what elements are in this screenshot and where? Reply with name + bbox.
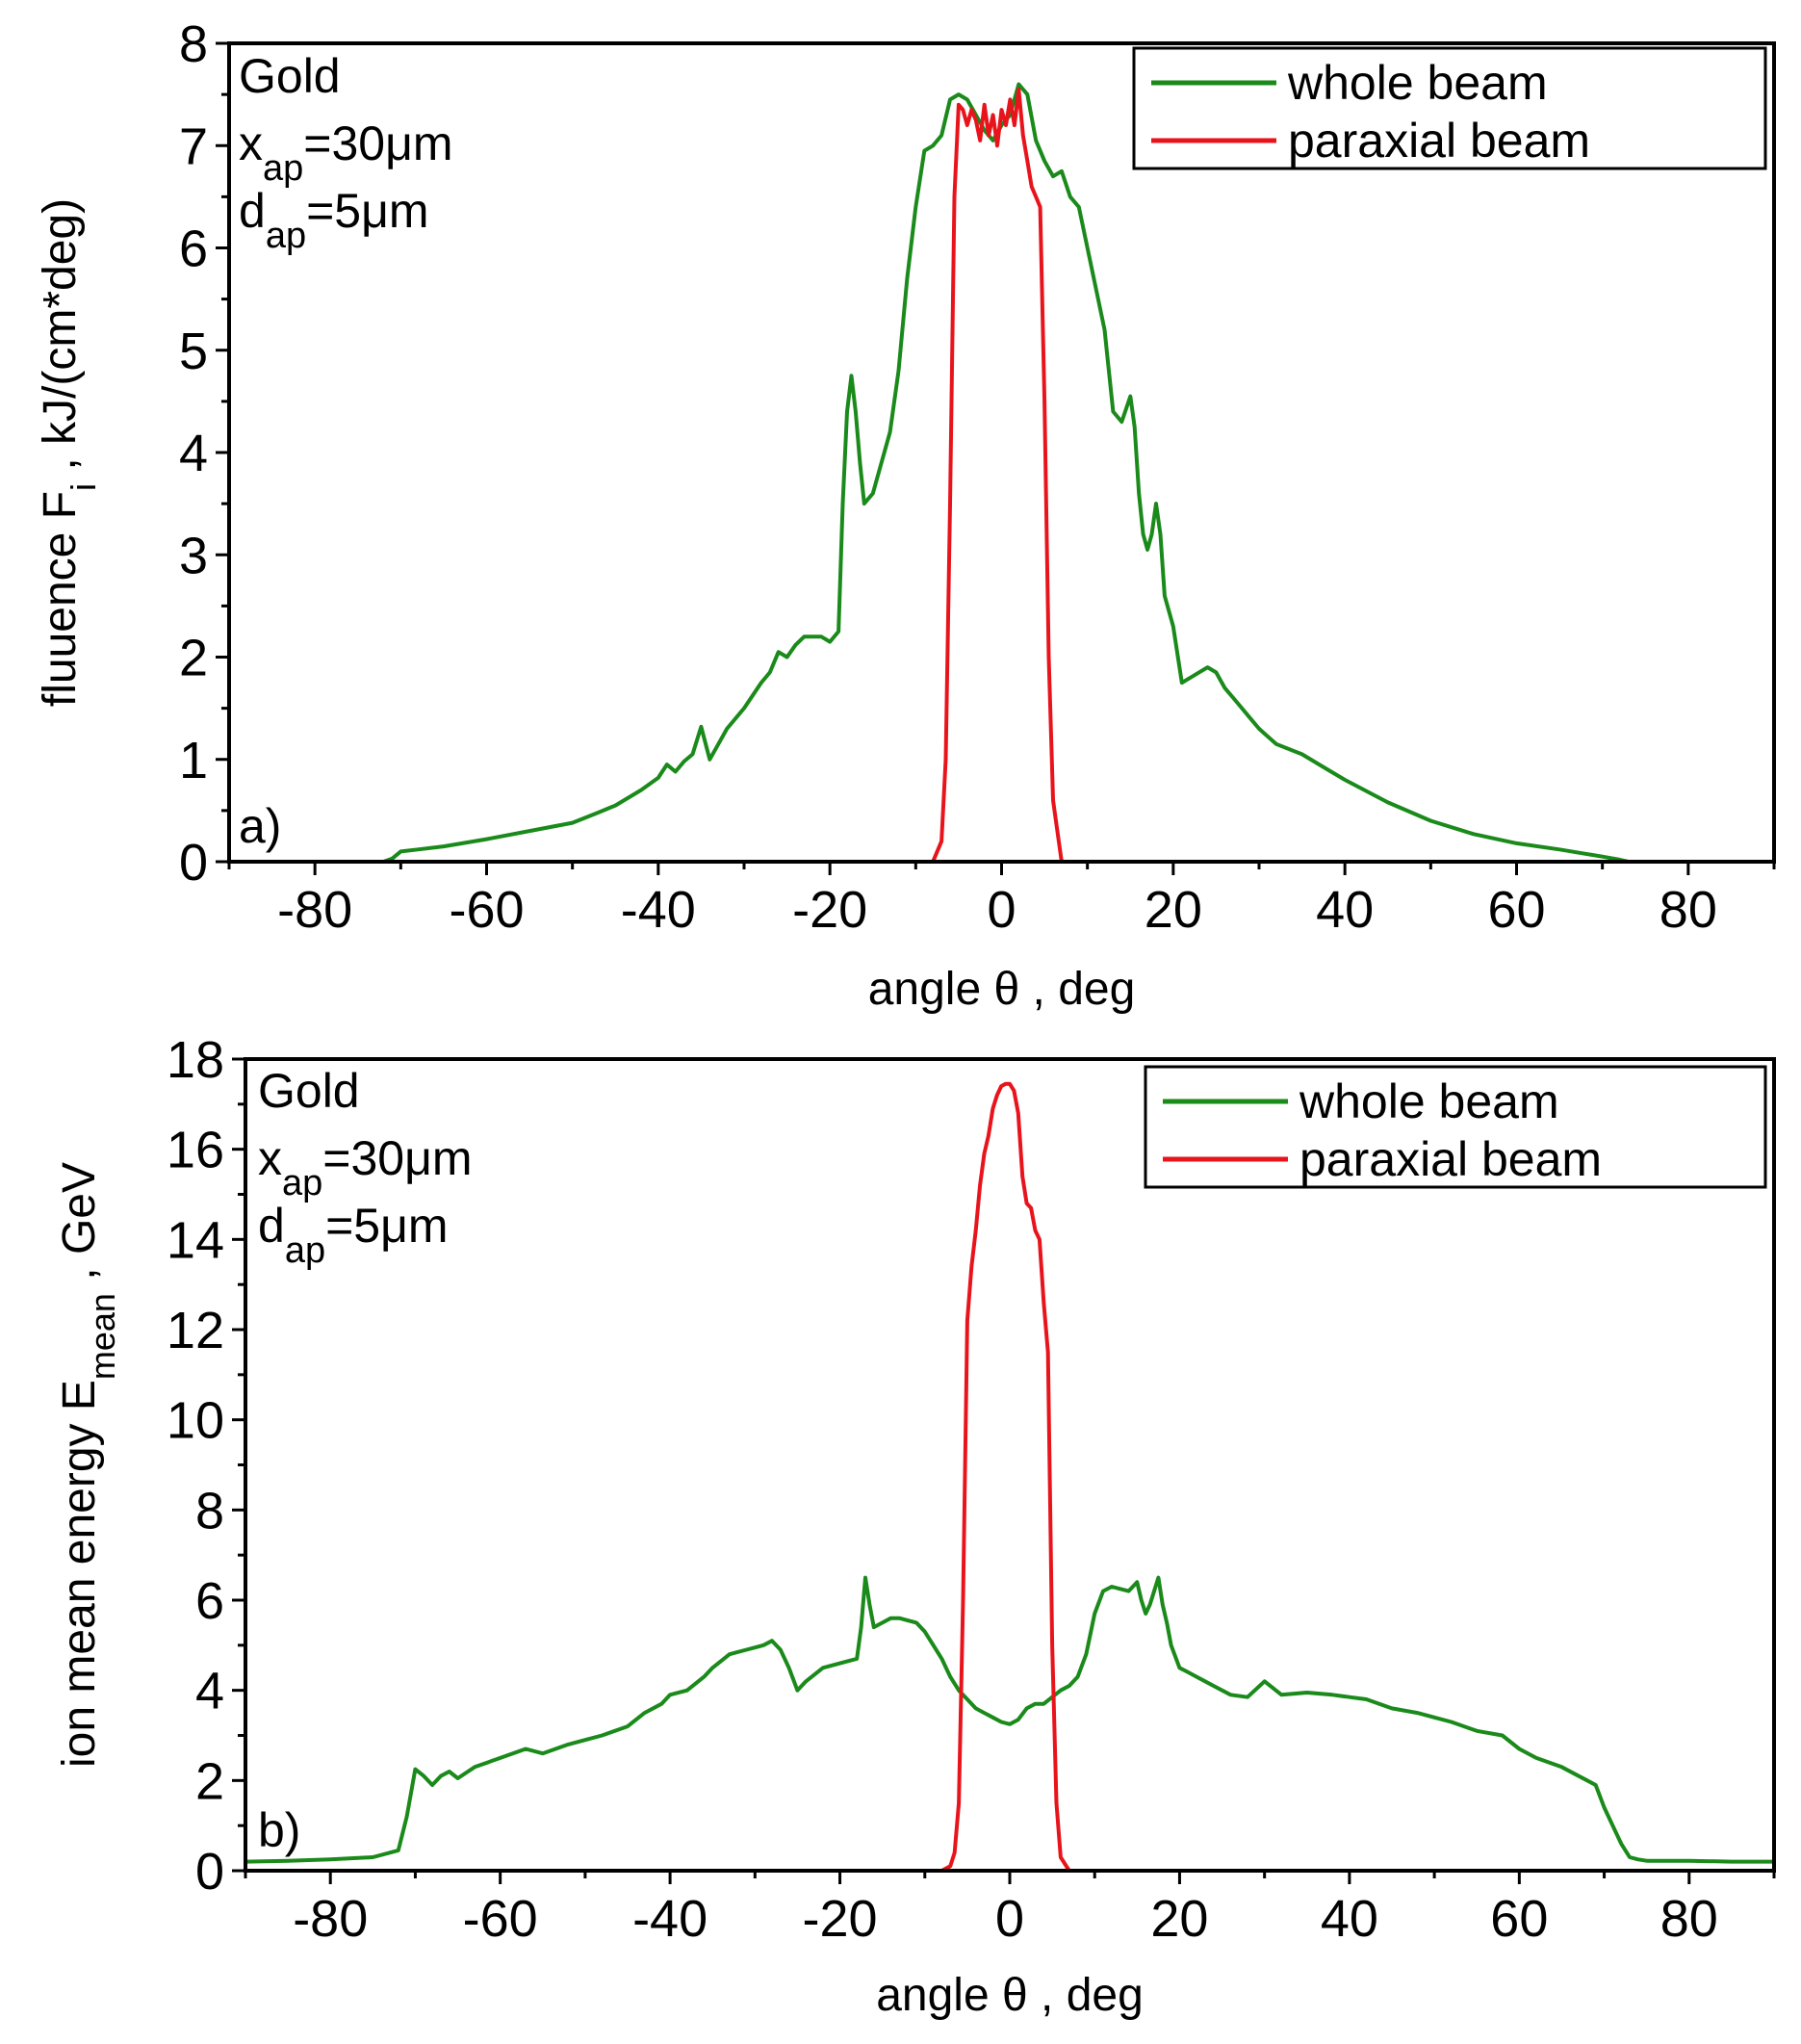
annotation-0: Gold: [239, 49, 341, 103]
legend-label-whole-beam: whole beam: [1287, 56, 1548, 110]
x-tick-label: 20: [1150, 1890, 1208, 1948]
x-tick-label: -80: [277, 881, 352, 939]
y-tick-label: 1: [179, 732, 208, 789]
y-tick-label: 18: [167, 1031, 224, 1089]
legend-box: [1132, 46, 1767, 170]
series-line-whole-beam: [244, 1575, 1774, 1864]
y-axis-title: fluuence Fi , kJ/(cm*deg): [35, 198, 103, 707]
legend-label-paraxial-beam: paraxial beam: [1299, 1132, 1602, 1186]
y-tick-label: 12: [167, 1302, 224, 1359]
legend-label-paraxial-beam: paraxial beam: [1288, 114, 1590, 168]
x-tick-label: 20: [1145, 881, 1202, 939]
y-axis-title: ion mean energy Emean , GeV: [54, 1162, 122, 1768]
x-tick-label: 60: [1490, 1890, 1548, 1948]
y-tick-label: 10: [167, 1392, 224, 1450]
legend-label-whole-beam: whole beam: [1299, 1074, 1559, 1128]
y-tick-label: 4: [179, 425, 208, 482]
y-tick-label: 16: [167, 1122, 224, 1179]
x-tick-label: 60: [1487, 881, 1545, 939]
legend-box: [1144, 1065, 1767, 1189]
y-tick-label: 4: [195, 1663, 224, 1721]
series-line-paraxial-beam: [229, 87, 1774, 864]
x-axis-title: angle θ , deg: [876, 1970, 1144, 2021]
annotation-2: dap=5μm: [239, 184, 429, 256]
annotation-0: Gold: [258, 1064, 360, 1118]
panel-label: a): [239, 799, 281, 853]
y-tick-label: 0: [195, 1843, 224, 1901]
x-tick-label: 0: [995, 1890, 1024, 1948]
x-tick-label: 40: [1321, 1890, 1378, 1948]
x-axis-title: angle θ , deg: [868, 964, 1136, 1015]
annotation-1: xap=30μm: [239, 116, 453, 189]
x-tick-label: 0: [987, 881, 1016, 939]
x-tick-label: 80: [1659, 881, 1717, 939]
y-tick-label: 3: [179, 527, 208, 584]
y-tick-label: 7: [179, 117, 208, 175]
annotation-2: dap=5μm: [258, 1199, 449, 1271]
x-tick-label: -60: [449, 881, 524, 939]
y-tick-label: 2: [179, 630, 208, 687]
x-tick-label: -20: [803, 1890, 878, 1948]
y-tick-label: 8: [195, 1482, 224, 1539]
x-tick-label: 40: [1316, 881, 1374, 939]
x-tick-label: -60: [463, 1890, 538, 1948]
panel-a: -80 -60 -40 -20 0 20 40 60 80 0 1 2 3 4 5 6 7 8 angle θ , …: [35, 15, 1776, 1015]
x-tick-label: 80: [1660, 1890, 1718, 1948]
y-tick-label: 6: [179, 220, 208, 278]
y-tick-label: 5: [179, 323, 208, 380]
x-tick-label: -20: [792, 881, 867, 939]
x-tick-label: -40: [632, 1890, 708, 1948]
y-tick-label: 14: [167, 1211, 224, 1269]
y-tick-label: 6: [195, 1572, 224, 1630]
y-tick-label: 8: [179, 15, 208, 73]
series-line-whole-beam: [229, 82, 1774, 864]
annotation-1: xap=30μm: [258, 1131, 473, 1203]
x-tick-label: -80: [293, 1890, 368, 1948]
y-tick-label: 0: [179, 834, 208, 892]
y-tick-label: 2: [195, 1752, 224, 1810]
x-tick-label: -40: [621, 881, 696, 939]
series-line-paraxial-beam: [245, 1081, 1774, 1873]
panel-b: -80 -60 -40 -20 0 20 40 60 80 0 2 4 6 8 10 12 14 16 18 angl…: [54, 1031, 1776, 2021]
panel-label: b): [258, 1803, 300, 1857]
